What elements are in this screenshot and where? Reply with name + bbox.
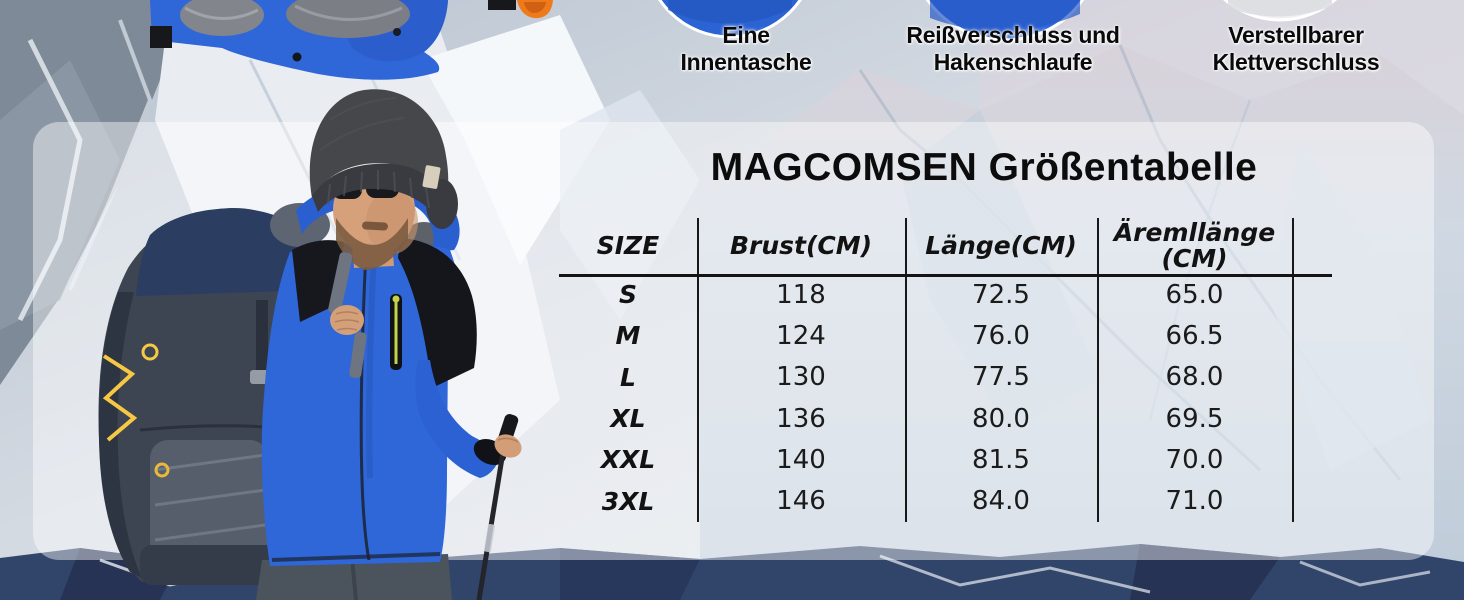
aermel-value: 70.0 <box>1165 444 1224 475</box>
size-chart-title: MAGCOMSEN Größentabelle <box>710 146 1258 189</box>
size-label: M <box>615 321 641 351</box>
laenge-value: 81.5 <box>972 444 1030 475</box>
aermel-value: 68.0 <box>1165 362 1224 393</box>
feature-line: Innentasche <box>680 49 812 75</box>
brust-value: 124 <box>776 320 826 351</box>
aermel-value: 71.0 <box>1165 486 1224 517</box>
feature-line: Verstellbarer <box>1228 22 1364 48</box>
table-divider <box>697 218 699 522</box>
aermel-value: 66.5 <box>1165 320 1224 351</box>
feature-callout-inner-pocket: Eine Innentasche <box>681 22 812 76</box>
feature-line: Klettverschluss <box>1212 49 1380 75</box>
brust-value: 140 <box>776 444 826 475</box>
feature-circle-velcro <box>1222 0 1338 22</box>
header-underline <box>559 274 1332 277</box>
table-divider <box>1292 218 1294 522</box>
brust-value: 130 <box>776 362 826 393</box>
brust-value: 136 <box>776 403 826 434</box>
size-label: L <box>620 362 636 392</box>
feature-line: Hakenschlaufe <box>933 49 1093 75</box>
feature-line: Eine <box>722 22 770 48</box>
jacket-detail-photo <box>150 0 553 80</box>
column-header-brust: Brust(CM) <box>729 231 873 260</box>
brust-value: 146 <box>776 486 826 517</box>
column-header-aermellaenge: Äremllänge (CM) <box>1113 218 1276 273</box>
column-header-laenge: Länge(CM) <box>925 231 1077 260</box>
size-label: S <box>618 280 637 310</box>
aermel-value: 69.5 <box>1165 403 1224 434</box>
size-label: XL <box>610 404 646 434</box>
size-label: 3XL <box>601 486 655 516</box>
laenge-value: 72.5 <box>972 279 1030 310</box>
laenge-value: 80.0 <box>972 403 1030 434</box>
brust-value: 118 <box>776 279 826 310</box>
laenge-value: 77.5 <box>972 362 1030 393</box>
feature-callout-zipper: Reißverschluss und Hakenschlaufe <box>906 22 1119 76</box>
laenge-value: 84.0 <box>972 486 1030 517</box>
size-chart-grid: SIZE Brust(CM) Länge(CM) Äremllänge (CM)… <box>559 218 1292 522</box>
feature-line: Reißverschluss und <box>906 22 1120 48</box>
table-divider <box>1097 218 1099 522</box>
table-divider <box>905 218 907 522</box>
feature-callout-velcro: Verstellbarer Klettverschluss <box>1213 22 1380 76</box>
size-label: XXL <box>600 445 656 475</box>
aermel-value: 65.0 <box>1165 279 1224 310</box>
column-header-size: SIZE <box>596 231 660 260</box>
size-chart-table: SIZE Brust(CM) Länge(CM) Äremllänge (CM)… <box>559 218 1332 522</box>
pants <box>256 554 452 600</box>
laenge-value: 76.0 <box>972 320 1030 351</box>
